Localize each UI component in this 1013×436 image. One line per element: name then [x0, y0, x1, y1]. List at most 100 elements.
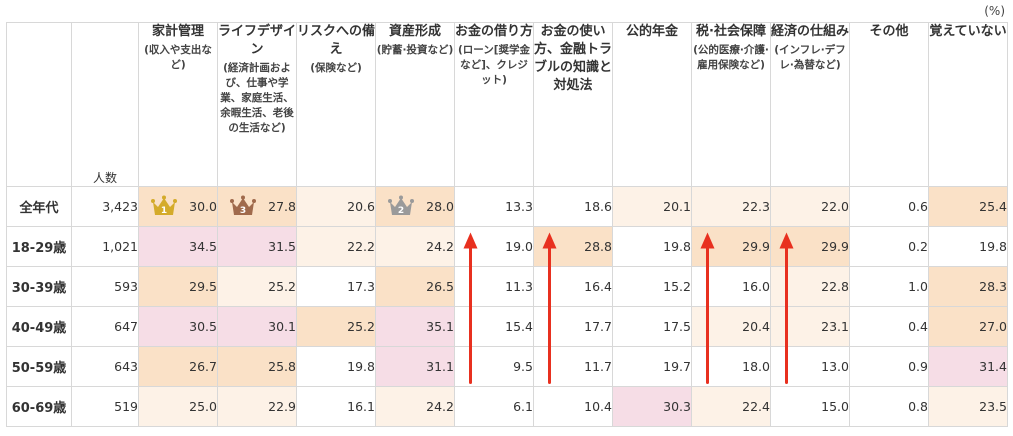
cell-value: 25.4 — [979, 199, 1007, 214]
row-label: 50-59歳 — [6, 346, 72, 387]
value-cell: 22.9 — [217, 386, 297, 427]
cell-value: 22.9 — [268, 399, 296, 414]
value-cell: 16.4 — [533, 266, 613, 307]
column-subtitle: (保険など) — [310, 62, 362, 74]
respondent-count: 3,423 — [71, 186, 139, 227]
column-title: 資産形成 — [388, 24, 441, 39]
column-header: お金の使い方、金融トラブルの知識と対処法 — [533, 22, 613, 187]
cell-value: 28.0 — [426, 199, 454, 214]
svg-text:1: 1 — [161, 206, 167, 216]
column-title: リスクへの備え — [297, 24, 376, 57]
value-cell: 20.4 — [691, 306, 771, 347]
column-subtitle: (ローン[奨学金など]、クレジット) — [457, 44, 531, 86]
table-row: 30-39歳 593 29.5 25.2 17.3 26.5 11.3 16.4 15.2 16.… — [6, 266, 1008, 307]
column-title: お金の使い方、金融トラブルの知識と対処法 — [534, 24, 613, 93]
value-cell: 15.0 — [770, 386, 850, 427]
value-cell: 0.8 — [849, 386, 929, 427]
value-cell: 17.5 — [612, 306, 692, 347]
value-cell: 15.2 — [612, 266, 692, 307]
value-cell: 19.8 — [612, 226, 692, 267]
column-title: 税·社会保障 — [696, 24, 766, 39]
cell-value: 29.9 — [742, 239, 770, 254]
column-subtitle: (貯蓄·投資など) — [376, 44, 454, 56]
cell-value: 28.8 — [584, 239, 612, 254]
column-header: 経済の仕組み (インフレ·デフレ·為替など) — [770, 22, 850, 187]
table-row: 18-29歳 1,021 34.5 31.5 22.2 24.2 19.0 28.8 19.8 2… — [6, 226, 1008, 267]
cell-value: 31.5 — [268, 239, 296, 254]
value-cell: 10.4 — [533, 386, 613, 427]
column-title: 公的年金 — [625, 24, 678, 39]
value-cell: 19.0 — [454, 226, 534, 267]
cell-value: 0.2 — [908, 239, 928, 254]
cell-value: 1.0 — [908, 279, 928, 294]
cell-value: 0.9 — [908, 359, 928, 374]
cell-value: 9.5 — [513, 359, 533, 374]
cell-value: 28.3 — [979, 279, 1007, 294]
value-cell: 17.7 — [533, 306, 613, 347]
cell-value: 13.3 — [505, 199, 533, 214]
value-cell: 1 30.0 — [138, 186, 218, 227]
column-subtitle: (経済計画および、仕事や学業、家庭生活、余暇生活、老後の生活など) — [220, 62, 294, 134]
value-cell: 22.0 — [770, 186, 850, 227]
cell-value: 15.2 — [663, 279, 691, 294]
cell-value: 18.0 — [742, 359, 770, 374]
respondent-count-header: 人数 — [71, 22, 139, 187]
respondent-count: 647 — [71, 306, 139, 347]
value-cell: 19.8 — [296, 346, 376, 387]
rank-1-crown-icon: 1 — [151, 195, 177, 217]
value-cell: 19.8 — [928, 226, 1008, 267]
column-header: リスクへの備え (保険など) — [296, 22, 376, 187]
value-cell: 29.9 — [770, 226, 850, 267]
header-row: 人数 家計管理 (収入や支出など) ライフデザイン (経済計画および、仕事や学業、家庭… — [6, 22, 1008, 187]
cell-value: 22.0 — [821, 199, 849, 214]
value-cell: 24.2 — [375, 386, 455, 427]
column-title: ライフデザイン — [218, 24, 297, 57]
value-cell: 25.0 — [138, 386, 218, 427]
cell-value: 15.0 — [821, 399, 849, 414]
value-cell: 9.5 — [454, 346, 534, 387]
value-cell: 29.5 — [138, 266, 218, 307]
value-cell: 24.2 — [375, 226, 455, 267]
value-cell: 18.6 — [533, 186, 613, 227]
cell-value: 16.0 — [742, 279, 770, 294]
value-cell: 6.1 — [454, 386, 534, 427]
value-cell: 23.5 — [928, 386, 1008, 427]
column-subtitle: (インフレ·デフレ·為替など) — [774, 44, 846, 71]
value-cell: 0.4 — [849, 306, 929, 347]
value-cell: 30.1 — [217, 306, 297, 347]
value-cell: 0.6 — [849, 186, 929, 227]
value-cell: 11.7 — [533, 346, 613, 387]
cell-value: 29.9 — [821, 239, 849, 254]
value-cell: 0.9 — [849, 346, 929, 387]
column-header: 税·社会保障 (公的医療·介護·雇用保険など) — [691, 22, 771, 187]
value-cell: 22.2 — [296, 226, 376, 267]
svg-text:3: 3 — [240, 206, 246, 216]
cell-value: 25.2 — [268, 279, 296, 294]
cell-value: 30.3 — [663, 399, 691, 414]
value-cell: 2 28.0 — [375, 186, 455, 227]
respondent-count: 643 — [71, 346, 139, 387]
value-cell: 20.6 — [296, 186, 376, 227]
value-cell: 25.2 — [217, 266, 297, 307]
value-cell: 31.1 — [375, 346, 455, 387]
corner-cell — [6, 22, 72, 187]
cell-value: 25.2 — [347, 319, 375, 334]
cell-value: 23.5 — [979, 399, 1007, 414]
value-cell: 13.3 — [454, 186, 534, 227]
column-header: お金の借り方 (ローン[奨学金など]、クレジット) — [454, 22, 534, 187]
value-cell: 25.4 — [928, 186, 1008, 227]
respondent-count: 593 — [71, 266, 139, 307]
cell-value: 16.1 — [347, 399, 375, 414]
cell-value: 27.0 — [979, 319, 1007, 334]
cell-value: 19.7 — [663, 359, 691, 374]
table-row: 60-69歳 519 25.0 22.9 16.1 24.2 6.1 10.4 30.3 22.4… — [6, 386, 1008, 427]
cell-value: 0.6 — [908, 199, 928, 214]
column-subtitle: (収入や支出など) — [144, 44, 212, 71]
value-cell: 23.1 — [770, 306, 850, 347]
value-cell: 30.3 — [612, 386, 692, 427]
respondent-count: 1,021 — [71, 226, 139, 267]
cell-value: 20.1 — [663, 199, 691, 214]
cell-value: 22.4 — [742, 399, 770, 414]
value-cell: 26.7 — [138, 346, 218, 387]
value-cell: 17.3 — [296, 266, 376, 307]
